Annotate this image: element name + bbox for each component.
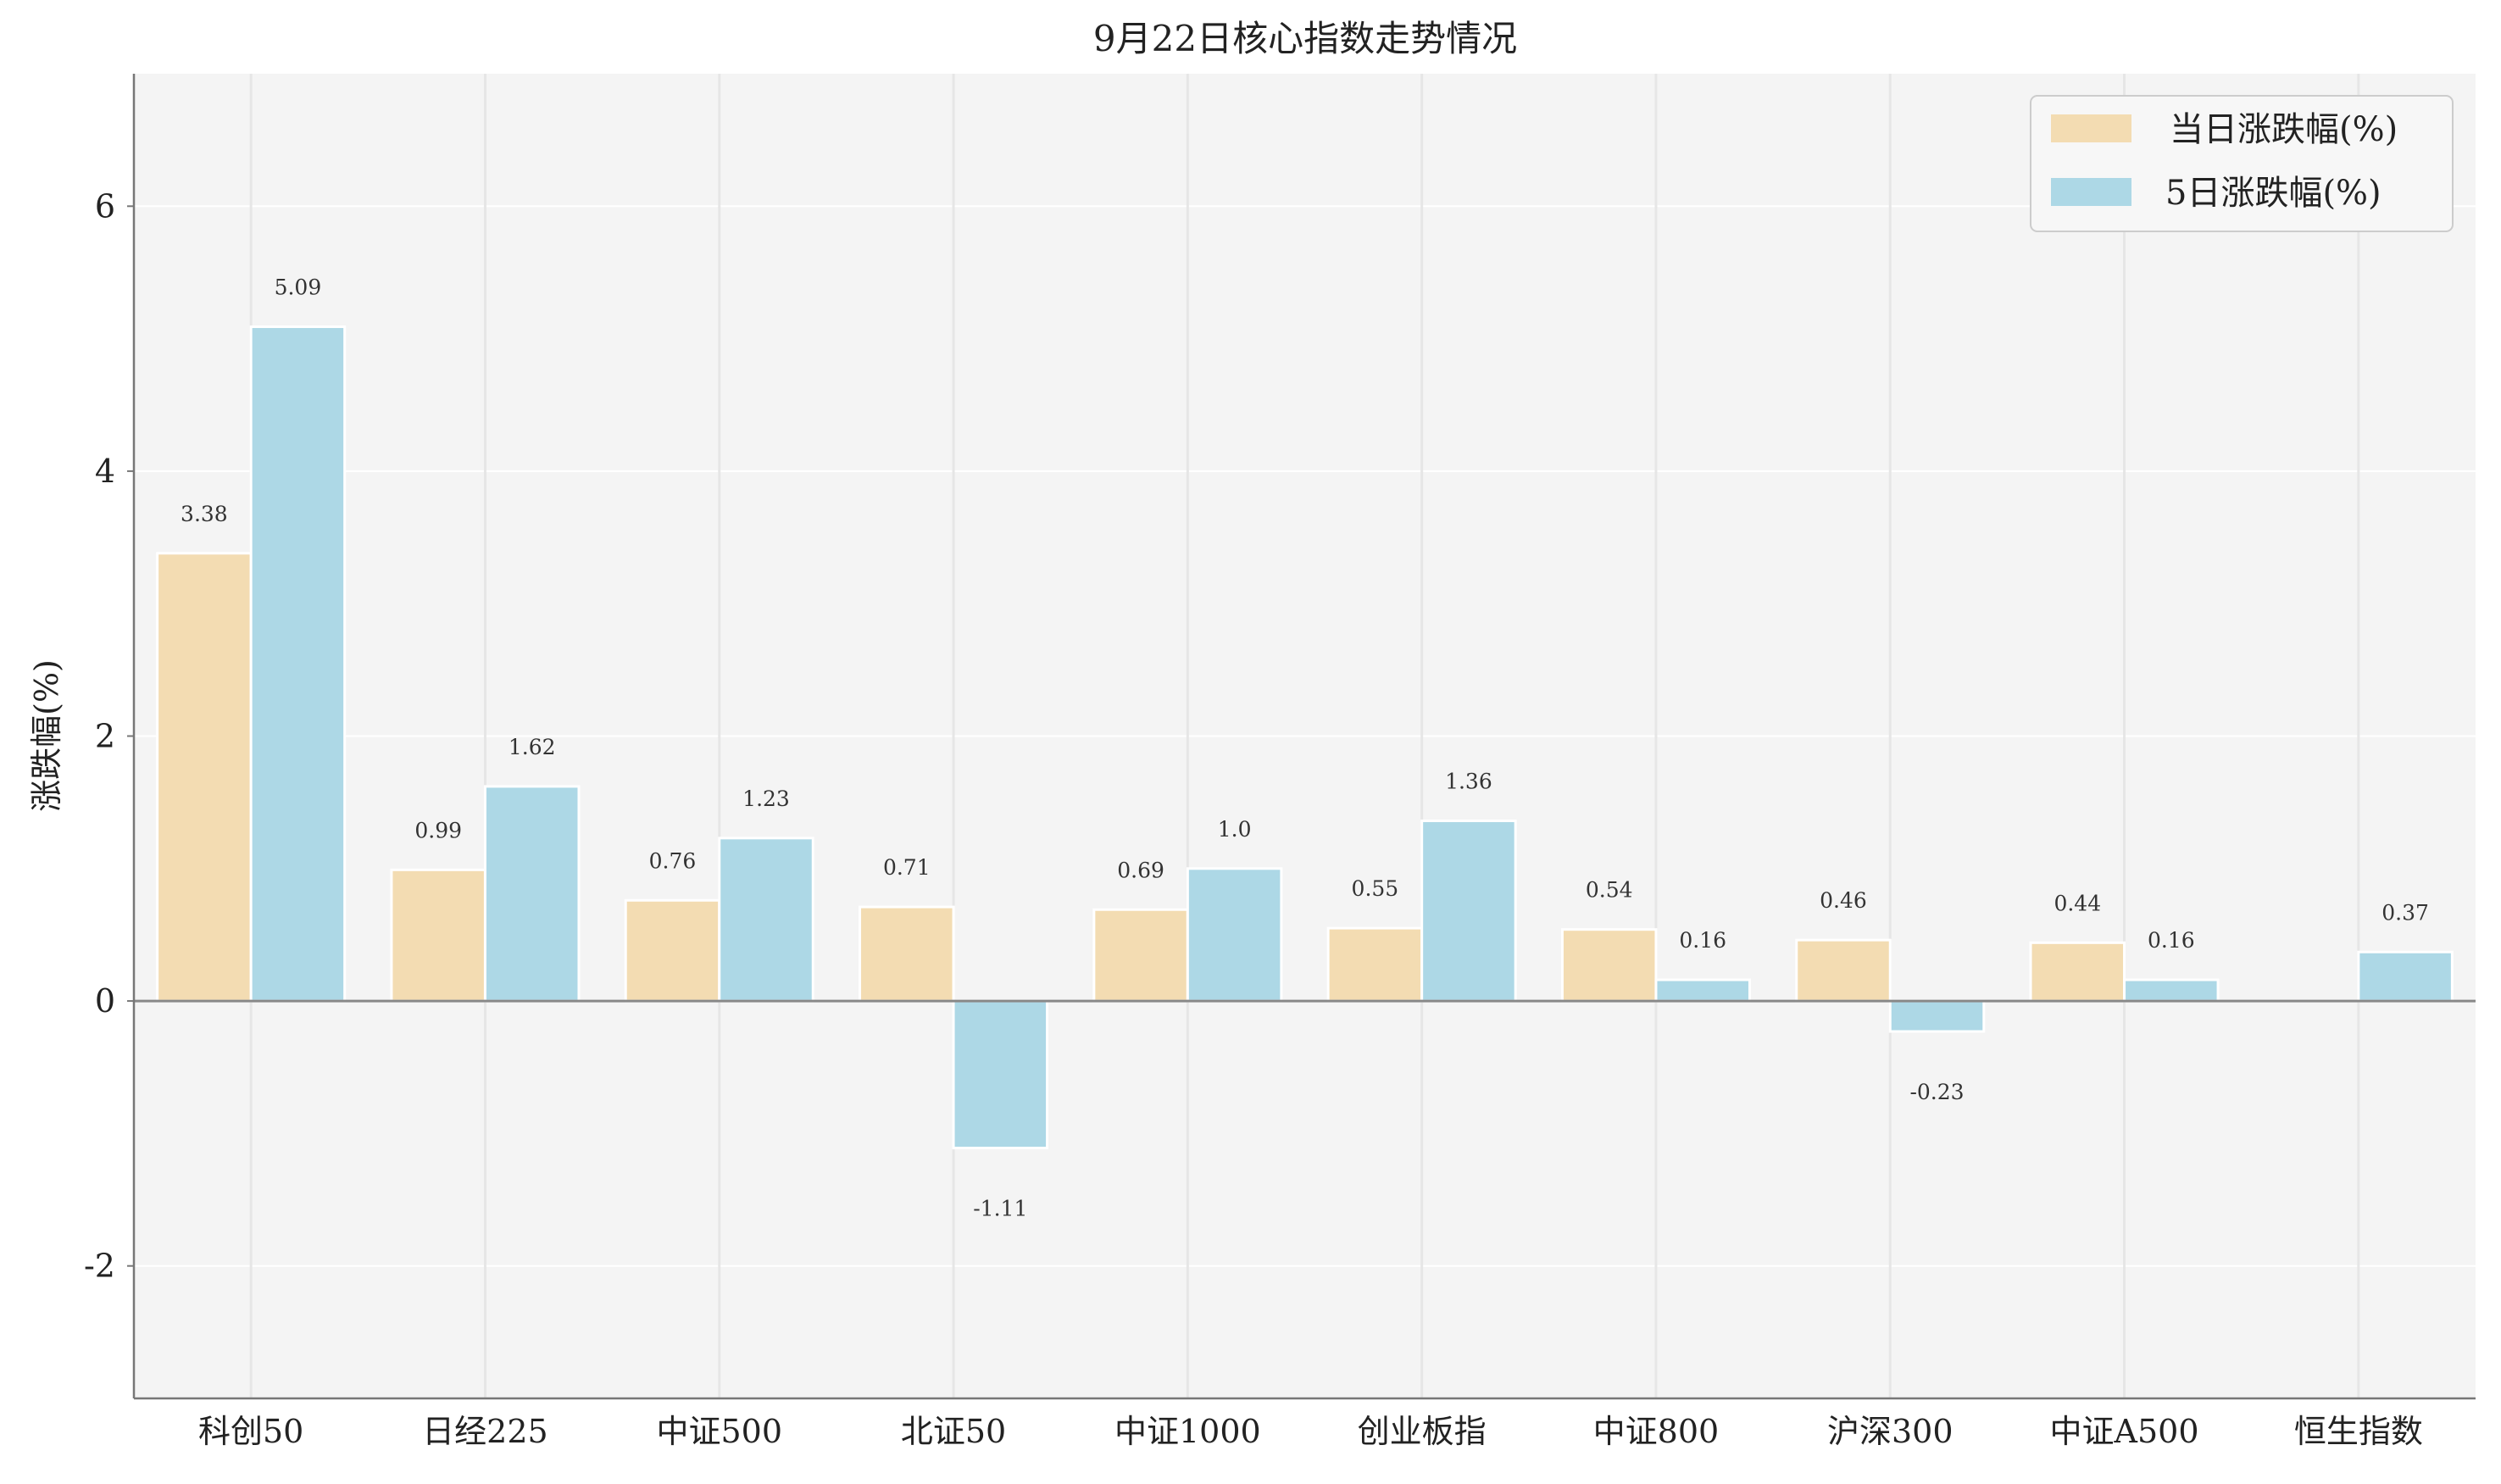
x-tick-label: 中证1000 — [1114, 1413, 1261, 1450]
data-label: 5.09 — [275, 275, 322, 300]
x-tick-label: 沪深300 — [1827, 1413, 1954, 1450]
data-label: 0.46 — [1820, 888, 1867, 913]
data-label: 1.36 — [1445, 770, 1492, 794]
data-label: 0.16 — [2148, 928, 2195, 953]
bar-daily — [624, 898, 721, 1003]
x-tick-label: 中证800 — [1593, 1413, 1720, 1450]
bar-daily — [1560, 928, 1658, 1003]
x-tick-label: 中证A500 — [2050, 1413, 2199, 1450]
y-tick-label: 2 — [95, 718, 115, 755]
bar-5day — [952, 999, 1049, 1150]
data-label: -0.23 — [1909, 1080, 1964, 1104]
y-tick-label: 0 — [95, 982, 115, 1020]
chart-title: 9月22日核心指数走势情况 — [1093, 18, 1517, 59]
y-tick-label: 4 — [95, 453, 115, 490]
data-label: 0.55 — [1352, 876, 1399, 901]
data-label: 1.0 — [1218, 817, 1252, 842]
bar-daily — [1092, 908, 1189, 1003]
bar-daily — [1326, 926, 1424, 1003]
bar-daily — [156, 552, 253, 1003]
bar-5day — [718, 836, 814, 1003]
legend-label-daily: 当日涨跌幅(%) — [2170, 110, 2398, 149]
y-tick-label: -2 — [84, 1248, 115, 1285]
data-label: 0.69 — [1117, 858, 1164, 882]
data-label: 0.99 — [414, 818, 462, 842]
bar-5day — [483, 785, 581, 1003]
bar-5day — [2357, 950, 2454, 1003]
data-label: 0.37 — [2382, 900, 2429, 925]
legend-swatch-daily — [2051, 114, 2131, 142]
bar-5day — [1186, 867, 1283, 1003]
y-tick-label: 6 — [95, 187, 115, 225]
x-tick-label: 中证500 — [656, 1413, 782, 1450]
data-label: 1.23 — [742, 786, 790, 811]
data-label: 0.71 — [883, 855, 931, 880]
bar-5day — [249, 325, 347, 1003]
bar-5day — [2123, 978, 2220, 1003]
data-label: 0.76 — [649, 848, 697, 873]
y-axis-label: 涨跌幅(%) — [28, 659, 65, 812]
bar-daily — [859, 905, 955, 1003]
x-tick-label: 日经225 — [422, 1413, 548, 1450]
x-tick-label: 恒生指数 — [2294, 1413, 2423, 1450]
legend-label-5day: 5日涨跌幅(%) — [2165, 174, 2382, 213]
data-label: -1.11 — [973, 1197, 1027, 1221]
x-tick-label: 北证50 — [901, 1413, 1006, 1450]
data-label: 0.54 — [1586, 878, 1633, 903]
bar-5day — [1888, 999, 1986, 1033]
bar-daily — [390, 868, 486, 1003]
bar-daily — [2029, 941, 2126, 1003]
x-tick-label: 创业板指 — [1358, 1413, 1487, 1450]
data-label: 3.38 — [181, 502, 228, 526]
x-tick-label: 科创50 — [198, 1413, 303, 1450]
data-label: 0.44 — [2054, 891, 2101, 915]
bar-daily — [1795, 938, 1892, 1003]
legend: 当日涨跌幅(%) 5日涨跌幅(%) — [2030, 95, 2454, 232]
legend-swatch-5day — [2051, 178, 2131, 206]
data-label: 1.62 — [509, 735, 556, 759]
bar-5day — [1654, 978, 1751, 1003]
bar-5day — [1420, 820, 1517, 1003]
data-label: 0.16 — [1679, 928, 1726, 953]
